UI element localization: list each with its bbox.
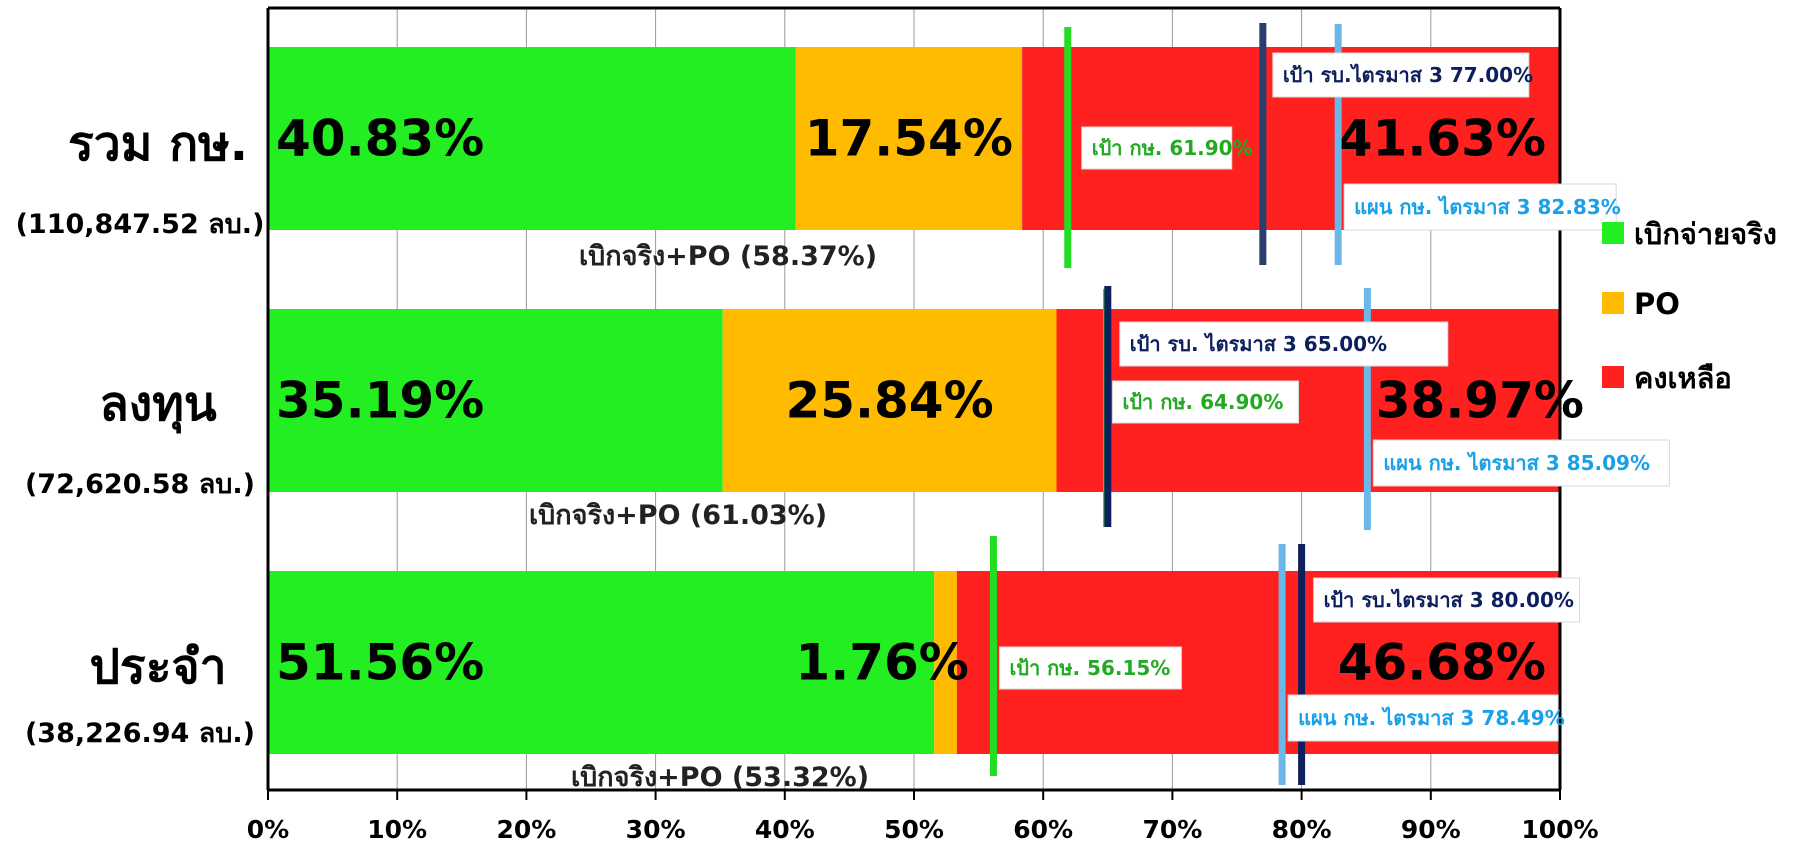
sum-label: เบิกจริง+PO (61.03%) [529, 500, 827, 531]
marker-label-target_gov: เป้า รบ. ไตรมาส 3 65.00% [1130, 332, 1387, 356]
bar-segment [268, 309, 723, 492]
marker-label-plan_ks: แผน กษ. ไตรมาส 3 78.49% [1298, 706, 1565, 730]
category-amount: (72,620.58 ลบ.) [25, 469, 255, 500]
category-name: ลงทุน [99, 376, 216, 434]
legend-label: คงเหลือ [1634, 361, 1732, 395]
legend-label: เบิกจ่ายจริง [1634, 217, 1777, 251]
tick-label: 10% [367, 815, 427, 844]
marker-label-box [1272, 52, 1530, 98]
marker-label-box [1287, 694, 1559, 742]
marker-label-target_gov: เป้า รบ.ไตรมาส 3 77.00% [1283, 63, 1533, 87]
marker-label-target_ks: เป้า กษ. 64.90% [1123, 390, 1284, 414]
marker-label-box [1343, 183, 1617, 231]
tick-label: 40% [755, 815, 815, 844]
data-label-remaining: 46.68% [1338, 634, 1546, 692]
x-axis-ticks: 0% 10% 20% 30% 40% 50% 60% 70% 80% 90% 100% [247, 790, 1599, 844]
data-label-po: 1.76% [795, 634, 968, 692]
tick-label: 60% [1013, 815, 1073, 844]
bar-segment [268, 571, 935, 754]
tick-label: 30% [626, 815, 686, 844]
marker-label-plan_ks: แผน กษ. ไตรมาส 3 85.09% [1383, 451, 1650, 475]
marker-label-target_ks: เป้า กษ. 56.15% [1009, 656, 1170, 680]
data-label-actual: 51.56% [276, 634, 484, 692]
bar-group: 40.83% 17.54% 41.63% 35.19% 25.84% 38.97% 51.5… [268, 47, 1584, 754]
bar-segment [795, 47, 1023, 230]
data-label-remaining: 38.97% [1376, 372, 1584, 430]
data-label-po: 17.54% [805, 110, 1013, 168]
data-label-remaining: 41.63% [1338, 110, 1546, 168]
sum-label: เบิกจริง+PO (53.32%) [571, 762, 869, 793]
marker-label-target_ks: เป้า กษ. 61.90% [1092, 136, 1253, 160]
data-label-actual: 40.83% [276, 110, 484, 168]
bar-segment [934, 571, 957, 754]
target-markers: เป้า กษ. 61.90% เป้า รบ.ไตรมาส 3 77.00% แผ… [989, 23, 1670, 785]
sum-label: เบิกจริง+PO (58.37%) [579, 241, 877, 272]
category-name: รวม กษ. [68, 116, 248, 172]
tick-label: 80% [1272, 815, 1332, 844]
legend-label: PO [1634, 287, 1680, 321]
bar-segment [268, 47, 796, 230]
marker-label-box [1313, 577, 1581, 623]
marker-label-box [1372, 439, 1670, 487]
legend-swatch [1602, 366, 1624, 388]
tick-label: 0% [247, 815, 289, 844]
category-labels: รวม กษ. (110,847.52 ลบ.) ลงทุน (72,620.58 ล… [16, 116, 877, 793]
legend: เบิกจ่ายจริง PO คงเหลือ [1602, 217, 1777, 395]
tick-label: 90% [1401, 815, 1461, 844]
data-label-po: 25.84% [785, 372, 993, 430]
category-amount: (38,226.94 ลบ.) [25, 718, 255, 749]
category-amount: (110,847.52 ลบ.) [16, 209, 265, 240]
marker-label-box [1081, 126, 1233, 170]
tick-label: 20% [496, 815, 556, 844]
legend-swatch [1602, 222, 1624, 244]
data-label-actual: 35.19% [276, 372, 484, 430]
tick-label: 70% [1142, 815, 1202, 844]
marker-label-box [1112, 380, 1300, 424]
legend-swatch [1602, 292, 1624, 314]
marker-label-box [1119, 321, 1449, 367]
tick-label: 50% [884, 815, 944, 844]
marker-label-plan_ks: แผน กษ. ไตรมาส 3 82.83% [1354, 195, 1621, 219]
tick-label: 100% [1521, 815, 1598, 844]
category-name: ประจำ [89, 639, 226, 695]
marker-label-target_gov: เป้า รบ.ไตรมาส 3 80.00% [1324, 588, 1574, 612]
bar-segment [722, 309, 1057, 492]
marker-label-box [998, 646, 1182, 690]
